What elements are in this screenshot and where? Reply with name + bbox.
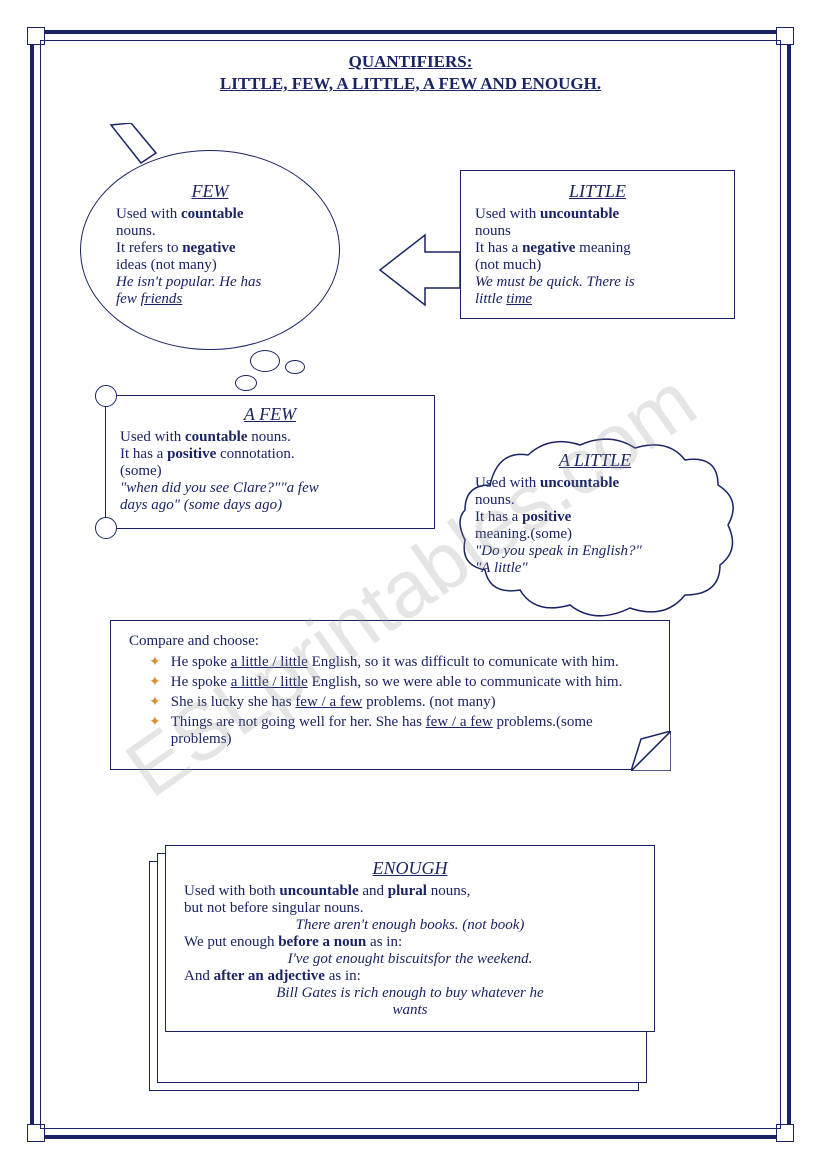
arrow-icon [375,230,465,310]
thought-dot [285,360,305,374]
afew-content: A FEW Used with countable nouns. It has … [105,395,435,529]
enough-stack: ENOUGH Used with both uncountable and pl… [165,845,655,1032]
little-heading: LITTLE [475,181,720,202]
compare-text: He spoke a little / little English, so w… [171,674,623,691]
title-line2: LITTLE, FEW, A LITTLE, A FEW AND ENOUGH. [0,74,821,94]
thought-dot [250,350,280,372]
afew-heading: A FEW [120,404,420,425]
enough-heading: ENOUGH [184,858,636,879]
bullet-icon: ✦ [149,674,161,691]
compare-item: ✦ He spoke a little / little English, so … [129,674,651,691]
alittle-cloud: A LITTLE Used with uncountable nouns. It… [450,430,740,597]
enough-content: ENOUGH Used with both uncountable and pl… [165,845,655,1032]
compare-box: Compare and choose: ✦ He spoke a little /… [110,620,670,770]
afew-scroll: A FEW Used with countable nouns. It has … [105,395,435,529]
few-content: FEW Used with countable nouns. It refers… [116,181,304,308]
bullet-icon: ✦ [149,714,161,748]
few-heading: FEW [116,181,304,202]
bullet-icon: ✦ [149,694,161,711]
compare-text: Things are not going well for her. She h… [171,714,651,748]
page-fold-icon [631,731,671,771]
title-line1: QUANTIFIERS: [0,52,821,72]
compare-item: ✦ She is lucky she has few / a few proble… [129,694,651,711]
thought-dot [235,375,257,391]
scroll-curl [95,517,117,539]
scroll-curl [95,385,117,407]
compare-text: She is lucky she has few / a few problem… [171,694,496,711]
speech-tail [106,123,166,168]
few-bubble: FEW Used with countable nouns. It refers… [80,150,340,350]
alittle-content: A LITTLE Used with uncountable nouns. It… [450,430,740,597]
bullet-icon: ✦ [149,654,161,671]
compare-heading: Compare and choose: [129,633,259,649]
alittle-heading: A LITTLE [475,450,715,471]
compare-item: ✦ He spoke a little / little English, so … [129,654,651,671]
little-box: LITTLE Used with uncountable nouns It ha… [460,170,735,319]
compare-item: ✦ Things are not going well for her. She … [129,714,651,748]
page-title: QUANTIFIERS: LITTLE, FEW, A LITTLE, A FE… [0,50,821,96]
compare-text: He spoke a little / little English, so i… [171,654,619,671]
